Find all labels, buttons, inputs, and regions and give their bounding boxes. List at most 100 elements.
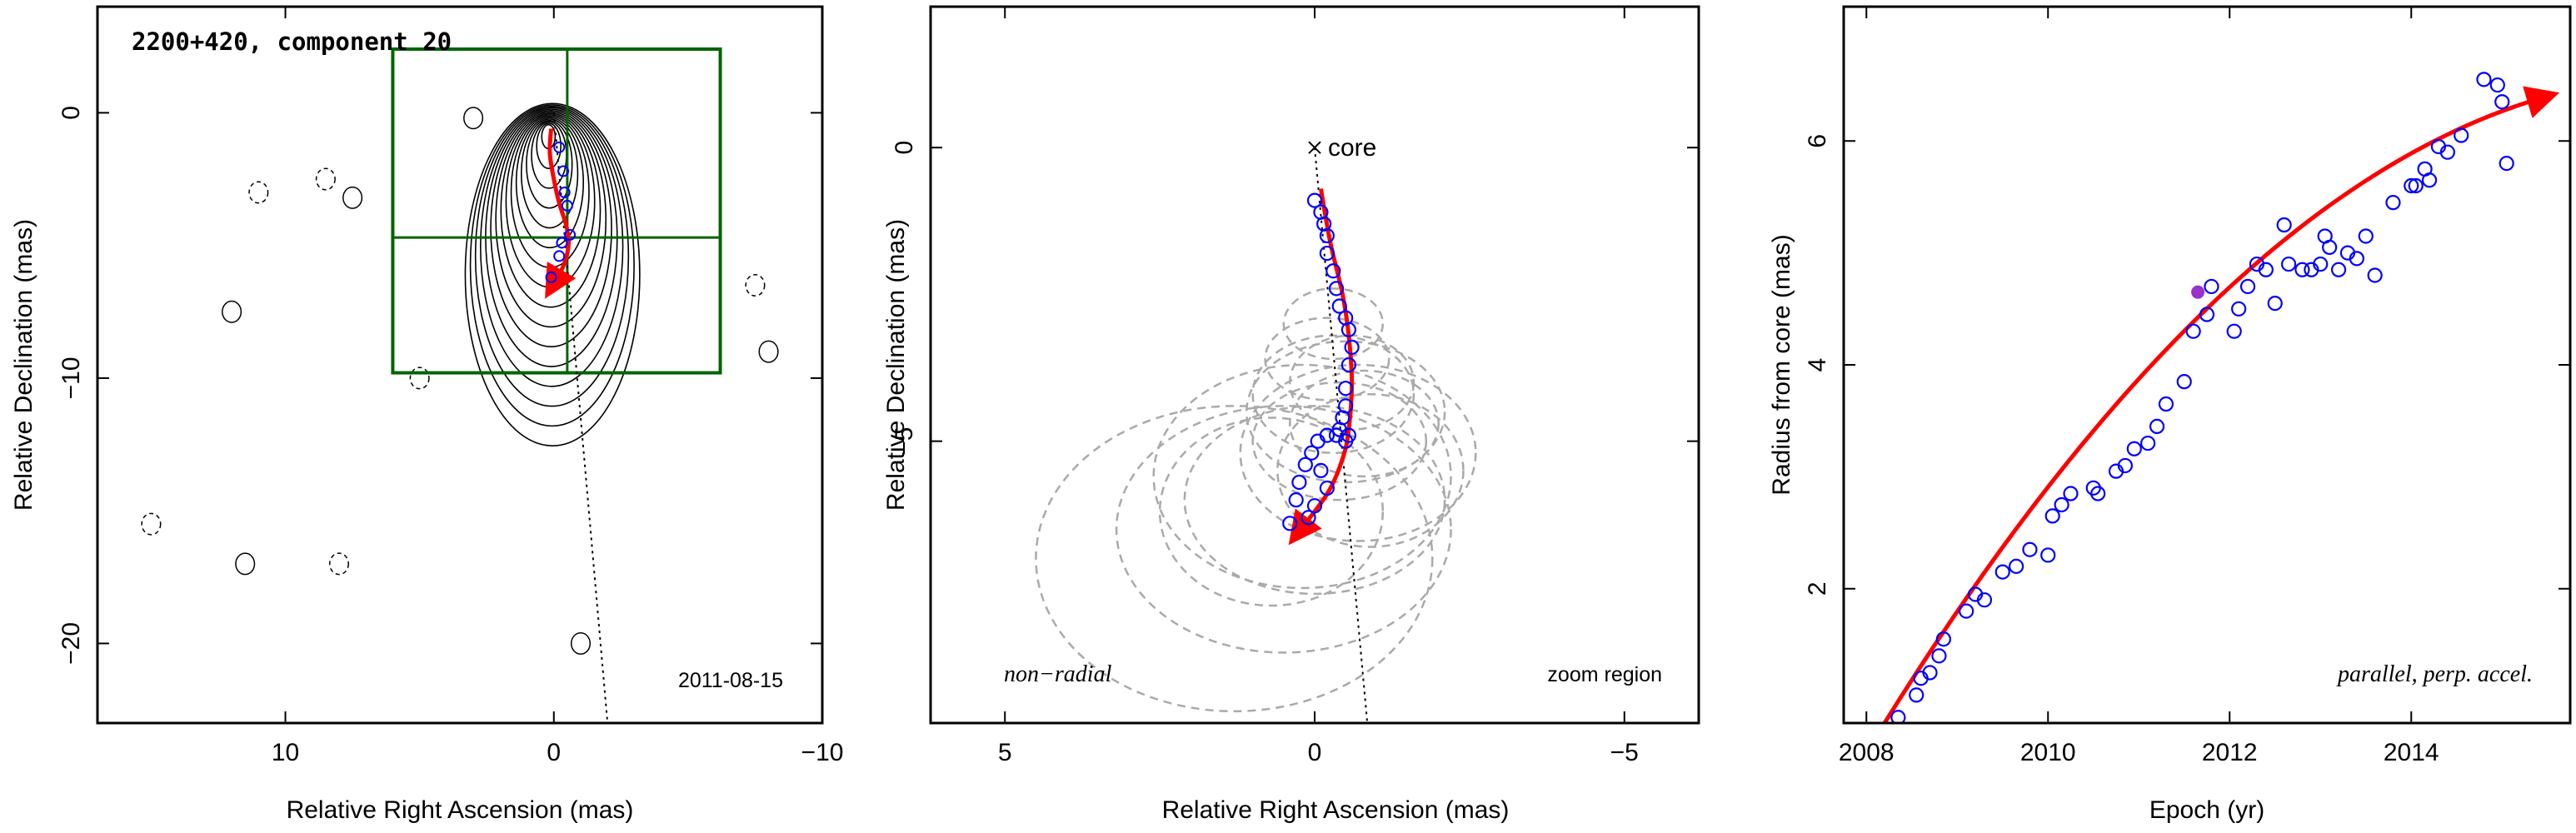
zoom-point — [1319, 227, 1335, 244]
map-zoom-box — [391, 47, 722, 375]
map-contours — [464, 102, 641, 446]
zoom-x-ticks: 5 0 −5 — [998, 7, 1639, 766]
map-contour — [474, 105, 630, 407]
radius-x-ticks: 2008 2010 2012 2014 — [1839, 7, 2439, 766]
zoom-ellipse — [1264, 317, 1390, 402]
radius-point — [2494, 94, 2510, 110]
map-y-tick-label: −20 — [57, 622, 85, 665]
zoom-point — [1340, 357, 1356, 373]
radius-points — [1890, 72, 2514, 723]
radius-point — [1976, 592, 1993, 608]
map-point — [558, 186, 571, 198]
radius-point — [2499, 156, 2514, 172]
map-y-axis-title: Relative Declination (mas) — [10, 219, 37, 511]
radius-plot-area — [1882, 72, 2560, 723]
radius-fit-arrow — [1882, 86, 2560, 723]
map-noise-contours — [141, 107, 779, 655]
map-contour — [495, 111, 607, 328]
zoom-ellipse — [1251, 381, 1428, 501]
map-point — [557, 165, 570, 177]
zoom-point — [1328, 281, 1345, 297]
radius-x-tick-label: 2010 — [2020, 739, 2076, 766]
radius-point — [2090, 486, 2106, 501]
radius-point — [2063, 486, 2079, 501]
radius-point — [2322, 239, 2338, 256]
radius-point — [2185, 323, 2201, 339]
map-y-tick-label: 0 — [57, 106, 85, 120]
radius-annotation: parallel, perp. accel. — [2336, 661, 2533, 687]
zoom-ellipse — [1183, 405, 1446, 596]
radius-point — [2239, 278, 2256, 295]
radius-point — [1935, 631, 1951, 647]
radius-point — [2476, 72, 2492, 87]
zoom-ellipse — [1276, 392, 1465, 548]
map-noise-contour — [235, 552, 256, 576]
zoom-y-tick-label: −5 — [891, 427, 918, 456]
map-frame — [96, 5, 824, 725]
radius-point — [2439, 144, 2455, 160]
map-noise-contour — [248, 181, 269, 204]
radius-point — [2408, 177, 2424, 194]
zoom-ellipse — [1035, 405, 1434, 713]
radius-point — [2204, 278, 2219, 295]
zoom-x-tick-label: 0 — [1308, 739, 1322, 766]
radius-point — [2117, 457, 2133, 474]
zoom-ellipse — [1289, 369, 1440, 478]
map-x-tick-label: −10 — [801, 739, 844, 766]
map-noise-contour — [758, 340, 779, 363]
zoom-box-rect — [391, 47, 722, 375]
zoom-core-label: core — [1328, 134, 1376, 162]
map-x-axis-title: Relative Right Ascension (mas) — [287, 796, 634, 824]
zoom-y-axis-title: Relative Declination (mas) — [882, 219, 910, 511]
radius-y-tick-label: 4 — [1804, 358, 1831, 372]
radius-point — [2258, 262, 2274, 277]
radius-point — [2404, 177, 2419, 194]
zoom-point — [1319, 480, 1335, 496]
zoom-points — [1282, 192, 1360, 531]
map-noise-contour — [222, 300, 242, 323]
map-title: 2200+420, component 20 — [132, 27, 452, 56]
radius-point — [2281, 256, 2297, 272]
map-x-ticks: 10 0 −10 — [272, 7, 844, 766]
radius-point — [2454, 127, 2469, 143]
radius-point — [2199, 307, 2215, 322]
zoom-x-axis-title: Relative Right Ascension (mas) — [1162, 796, 1510, 824]
map-contour — [500, 112, 602, 308]
radius-point — [1922, 665, 1938, 681]
map-date-label: 2011-08-15 — [678, 669, 783, 692]
radius-point — [2489, 77, 2505, 93]
radius-point — [1890, 710, 1906, 723]
map-contour — [515, 117, 585, 249]
radius-point — [2417, 161, 2433, 177]
radius-y-tick-label: 6 — [1804, 134, 1831, 148]
radius-point — [2294, 262, 2310, 277]
radius-point — [2054, 496, 2069, 513]
radius-point — [2009, 558, 2024, 574]
map-y-tick-label: −10 — [57, 357, 85, 399]
radius-point — [2226, 323, 2242, 339]
map-contour — [464, 102, 641, 446]
radius-point — [1931, 648, 1947, 664]
radius-point — [2367, 267, 2383, 283]
map-contour — [526, 119, 573, 209]
zoom-annotation-left: non−radial — [1004, 661, 1112, 687]
zoom-annotation-right: zoom region — [1547, 663, 1662, 686]
map-noise-contour — [342, 186, 363, 209]
zoom-point — [1282, 516, 1298, 531]
zoom-ellipse — [1152, 363, 1452, 590]
zoom-point — [1297, 456, 1313, 472]
radius-point — [2385, 195, 2401, 211]
radius-y-ticks: 2 4 6 — [1804, 134, 2570, 596]
radius-point — [2313, 256, 2329, 272]
map-panel: 10 0 −10 0 −10 −20 2200+420, component 20 20… — [10, 5, 844, 824]
zoom-point — [1304, 445, 1320, 461]
zoom-x-tick-label: 5 — [998, 739, 1012, 766]
zoom-point — [1338, 381, 1354, 397]
radius-point — [2022, 541, 2038, 557]
radius-point — [1994, 564, 2010, 580]
radius-point — [2126, 441, 2142, 456]
zoom-point — [1310, 433, 1325, 449]
zoom-point — [1325, 263, 1341, 279]
zoom-point — [1328, 427, 1345, 443]
zoom-ellipse — [1245, 340, 1446, 484]
